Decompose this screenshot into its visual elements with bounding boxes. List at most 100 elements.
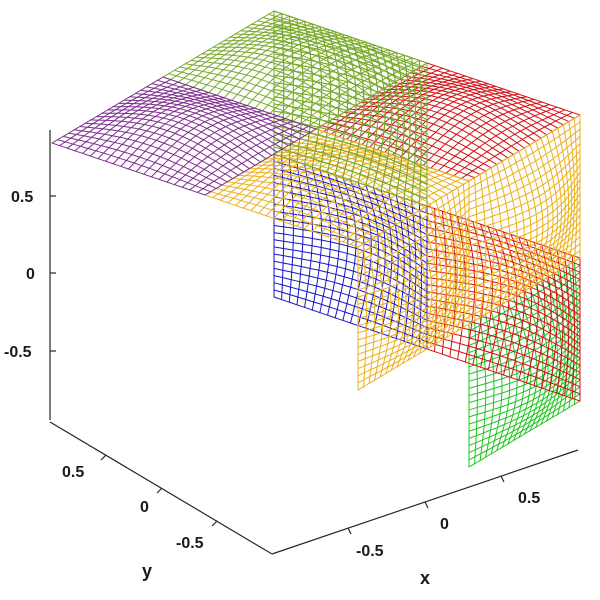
mesh-line [426,212,581,266]
mesh-line [206,50,361,104]
mesh-line [426,334,581,388]
mesh-line [273,239,428,293]
mesh-line [357,302,470,370]
mesh-line [404,75,559,129]
mesh-line [357,252,470,319]
mesh-line [468,243,581,311]
mesh-line [468,336,581,404]
mesh-line [273,67,428,121]
mesh-patch [357,180,470,391]
y-tick-mark [156,487,163,494]
mesh-line [273,110,428,164]
mesh-line [273,203,428,257]
mesh-line [273,275,428,329]
mesh-line [90,119,245,173]
mesh-line [195,56,350,110]
mesh-line [129,96,284,150]
y-axis-line [49,421,273,555]
mesh-line [68,132,223,186]
x-tick-mark [424,501,429,509]
mesh-line [426,241,581,295]
mesh-line [168,73,323,127]
mesh-line [468,371,581,439]
mesh-line [357,316,470,384]
mesh-line [348,108,503,162]
mesh-line [357,287,470,355]
mesh-line [468,321,581,389]
mesh-line [468,343,581,411]
y-tick-mark [211,520,218,527]
mesh-line [468,193,581,261]
mesh-line [234,33,389,87]
mesh-line [293,141,448,195]
mesh-line [273,217,428,271]
mesh-line [468,307,581,375]
mesh-line [273,153,428,207]
mesh-line [468,207,581,275]
mesh-line [359,102,514,156]
mesh-line [468,379,581,447]
mesh-line [212,46,367,100]
mesh-line [468,250,581,318]
y-tick-label: 0.5 [62,464,84,481]
mesh-line [415,69,570,123]
mesh-line [245,27,400,80]
mesh-line [123,99,278,153]
mesh-line [468,150,581,218]
mesh-line [426,327,581,381]
mesh-line [237,174,392,228]
mesh-line [273,96,428,150]
x-tick-label: 0 [440,516,449,533]
mesh-line [273,246,428,300]
mesh-line [251,23,406,77]
mesh-line [468,164,581,232]
mesh-line [468,128,581,196]
mesh-patch [273,153,428,350]
y-tick-mark [100,454,107,461]
mesh-line [273,10,428,64]
mesh-line [84,122,239,176]
mesh-line [468,228,581,296]
mesh-line [173,69,328,123]
mesh-line [101,112,256,166]
mesh-line [62,135,217,189]
mesh-line [262,17,417,71]
mesh-line [357,266,470,334]
mesh-line [357,323,470,391]
mesh-line [273,46,428,100]
axes: 0.5 0 -0.5 0.5 0 -0.5 y -0.5 0 0.5 x [4,130,579,588]
x-axis: -0.5 0 0.5 x [271,449,579,588]
mesh-line [426,348,581,402]
mesh-line [426,62,581,116]
mesh-line [273,124,428,178]
mesh-line [254,164,409,218]
mesh-line [357,294,470,362]
mesh-line [282,148,437,202]
mesh-line [337,115,492,169]
mesh-line [145,86,300,140]
mesh-line [112,106,267,160]
mesh-line [223,40,378,94]
mesh-line [426,234,581,288]
mesh-line [201,53,356,107]
mesh-line [357,201,470,269]
mesh-line [321,125,476,179]
mesh-line [342,176,357,321]
mesh-line [387,85,542,139]
mesh-line [273,160,428,214]
mesh-line [357,230,470,298]
mesh-patch [162,10,428,130]
x-axis-label: x [420,568,430,588]
x-tick-label: 0.5 [518,490,540,507]
mesh-line [134,93,289,146]
mesh-line [273,289,428,343]
mesh-line [248,168,403,222]
mesh-line [260,161,414,215]
mesh-line [357,216,470,284]
mesh-line [468,114,581,182]
mesh-line [210,191,365,245]
mesh-line [243,171,398,225]
mesh-line [357,187,470,255]
mesh-line [398,79,553,132]
mesh-line [73,129,228,183]
